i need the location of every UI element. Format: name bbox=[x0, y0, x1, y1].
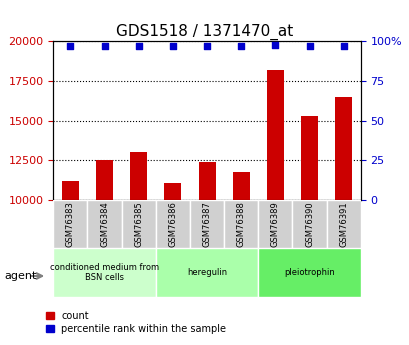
Text: conditioned medium from
BSN cells: conditioned medium from BSN cells bbox=[50, 263, 159, 282]
FancyBboxPatch shape bbox=[87, 200, 121, 248]
FancyBboxPatch shape bbox=[121, 200, 155, 248]
Point bbox=[237, 43, 244, 49]
Bar bbox=[96, 160, 113, 200]
FancyBboxPatch shape bbox=[53, 200, 87, 248]
Bar bbox=[266, 70, 283, 200]
Text: GSM76385: GSM76385 bbox=[134, 201, 143, 247]
Bar bbox=[232, 171, 249, 200]
Legend: count, percentile rank within the sample: count, percentile rank within the sample bbox=[46, 311, 226, 334]
Text: GSM76386: GSM76386 bbox=[168, 201, 177, 247]
Point bbox=[306, 43, 312, 49]
FancyBboxPatch shape bbox=[258, 248, 360, 297]
Point bbox=[339, 43, 346, 49]
Bar bbox=[164, 183, 181, 200]
FancyBboxPatch shape bbox=[224, 200, 258, 248]
FancyBboxPatch shape bbox=[53, 248, 155, 297]
Text: GSM76390: GSM76390 bbox=[304, 201, 313, 247]
Point bbox=[135, 43, 142, 49]
Text: GSM76383: GSM76383 bbox=[66, 201, 75, 247]
Text: GSM76391: GSM76391 bbox=[338, 201, 347, 247]
FancyBboxPatch shape bbox=[292, 200, 326, 248]
Bar bbox=[130, 152, 147, 200]
Bar bbox=[62, 181, 79, 200]
Point bbox=[67, 43, 74, 49]
Point bbox=[272, 42, 278, 47]
Bar bbox=[198, 162, 215, 200]
Text: GSM76387: GSM76387 bbox=[202, 201, 211, 247]
Text: GDS1518 / 1371470_at: GDS1518 / 1371470_at bbox=[116, 24, 293, 40]
Text: heregulin: heregulin bbox=[187, 268, 227, 277]
FancyBboxPatch shape bbox=[326, 200, 360, 248]
Text: agent: agent bbox=[4, 271, 36, 281]
Point bbox=[203, 43, 210, 49]
Bar bbox=[334, 97, 351, 200]
Text: GSM76388: GSM76388 bbox=[236, 201, 245, 247]
FancyBboxPatch shape bbox=[189, 200, 224, 248]
Text: pleiotrophin: pleiotrophin bbox=[283, 268, 334, 277]
Bar bbox=[300, 116, 317, 200]
FancyBboxPatch shape bbox=[258, 200, 292, 248]
Point bbox=[101, 43, 108, 49]
FancyBboxPatch shape bbox=[155, 200, 189, 248]
Text: GSM76389: GSM76389 bbox=[270, 201, 279, 247]
Text: GSM76384: GSM76384 bbox=[100, 201, 109, 247]
Point bbox=[169, 43, 176, 49]
FancyBboxPatch shape bbox=[155, 248, 258, 297]
